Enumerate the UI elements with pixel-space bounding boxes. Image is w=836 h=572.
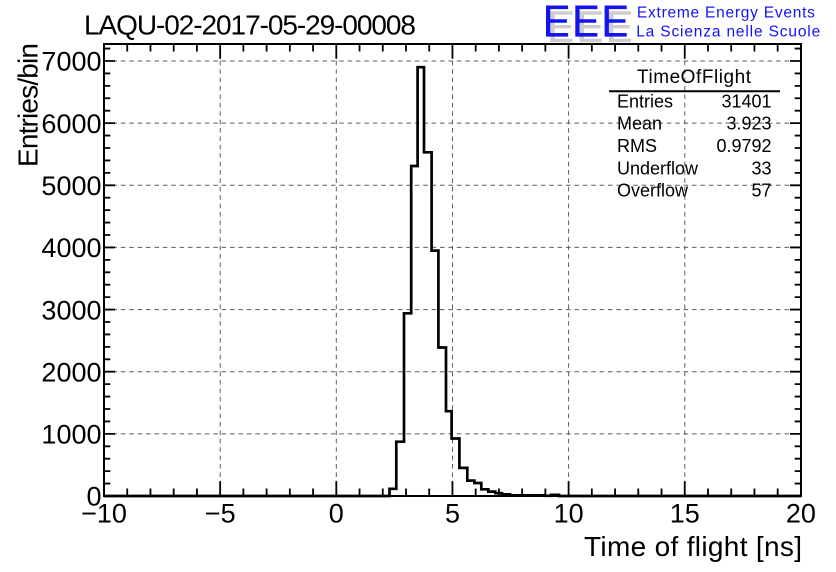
svg-text:TimeOfFlight: TimeOfFlight [637, 67, 752, 88]
svg-text:33: 33 [751, 158, 771, 178]
svg-text:0.9792: 0.9792 [716, 136, 771, 156]
svg-text:6000: 6000 [41, 109, 101, 139]
svg-text:Entries: Entries [617, 91, 673, 111]
svg-text:57: 57 [751, 181, 771, 201]
svg-text:10: 10 [554, 499, 584, 529]
svg-text:4000: 4000 [41, 233, 101, 263]
svg-text:5000: 5000 [41, 171, 101, 201]
svg-text:20: 20 [786, 499, 816, 529]
svg-text:−5: −5 [205, 499, 236, 529]
svg-text:0: 0 [86, 482, 101, 512]
svg-text:Entries/bin: Entries/bin [13, 43, 44, 167]
svg-text:15: 15 [670, 499, 700, 529]
svg-text:Extreme Energy Events: Extreme Energy Events [637, 4, 815, 21]
svg-text:7000: 7000 [41, 47, 101, 77]
svg-text:LAQU-02-2017-05-29-00008: LAQU-02-2017-05-29-00008 [84, 10, 416, 41]
svg-text:Time of flight [ns]: Time of flight [ns] [584, 531, 802, 562]
svg-text:3000: 3000 [41, 295, 101, 325]
svg-text:2000: 2000 [41, 357, 101, 387]
svg-text:3.923: 3.923 [726, 114, 771, 134]
svg-text:Underflow: Underflow [617, 158, 699, 178]
svg-text:31401: 31401 [721, 91, 771, 111]
svg-text:RMS: RMS [617, 136, 657, 156]
svg-text:5: 5 [445, 499, 460, 529]
svg-text:−10: −10 [81, 499, 127, 529]
svg-text:0: 0 [329, 499, 344, 529]
svg-text:1000: 1000 [41, 420, 101, 450]
svg-text:Mean: Mean [617, 114, 662, 134]
svg-text:Overflow: Overflow [617, 181, 689, 201]
svg-text:La Scienza nelle Scuole: La Scienza nelle Scuole [636, 24, 820, 41]
